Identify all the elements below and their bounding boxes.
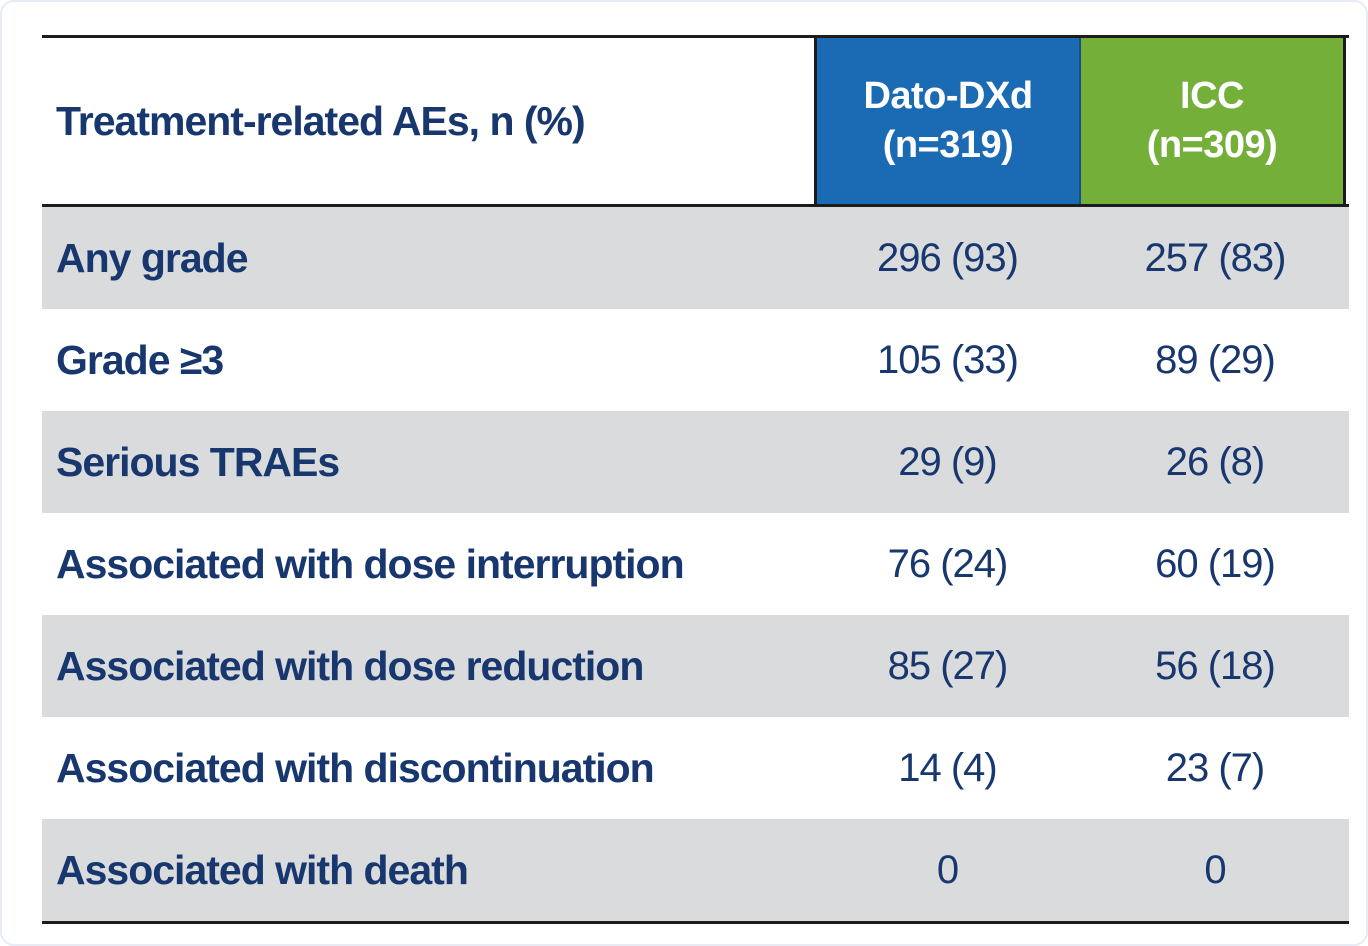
column-header-dato-dxd-name: Dato-DXd — [863, 74, 1033, 117]
icc-value: 23 (7) — [1165, 745, 1266, 790]
table-title-cell: Treatment-related AEs, n (%) — [42, 38, 814, 204]
table-row-grade-ge3: Grade ≥3 105 (33) 89 (29) — [42, 309, 1349, 411]
table-row-death: Associated with death 0 0 — [42, 819, 1349, 921]
row-label: Serious TRAEs — [56, 438, 340, 485]
row-label: Any grade — [56, 234, 249, 281]
table-body: Any grade 296 (93) 257 (83) Grade ≥3 105… — [42, 207, 1349, 924]
dato-dxd-value: 296 (93) — [877, 235, 1019, 280]
icc-value: 26 (8) — [1165, 439, 1266, 484]
table-row-dose-reduction: Associated with dose reduction 85 (27) 5… — [42, 615, 1349, 717]
column-header-icc-name: ICC — [1180, 74, 1244, 117]
row-label: Associated with dose interruption — [56, 540, 685, 587]
column-header-icc-n: (n=309) — [1146, 124, 1278, 166]
icc-value: 0 — [1204, 847, 1226, 892]
dato-dxd-value: 0 — [936, 847, 959, 892]
dato-dxd-value: 105 (33) — [877, 337, 1019, 382]
row-label: Associated with death — [56, 846, 469, 893]
dato-dxd-value: 85 (27) — [887, 643, 1009, 688]
column-header-dato-dxd-n: (n=319) — [882, 124, 1014, 166]
table-row-serious-traes: Serious TRAEs 29 (9) 26 (8) — [42, 411, 1349, 513]
treatment-related-aes-table: Treatment-related AEs, n (%) Dato-DXd (n… — [42, 35, 1349, 924]
table-row-discontinuation: Associated with discontinuation 14 (4) 2… — [42, 717, 1349, 819]
icc-value: 56 (18) — [1155, 643, 1276, 688]
table-header-row: Treatment-related AEs, n (%) Dato-DXd (n… — [42, 35, 1349, 207]
row-label: Associated with dose reduction — [56, 642, 644, 689]
row-label: Grade ≥3 — [56, 336, 224, 383]
column-header-dato-dxd: Dato-DXd (n=319) — [814, 38, 1081, 204]
icc-value: 60 (19) — [1155, 541, 1276, 586]
dato-dxd-value: 76 (24) — [887, 541, 1009, 586]
row-label: Associated with discontinuation — [56, 744, 655, 791]
dato-dxd-value: 29 (9) — [898, 439, 998, 484]
table-row-dose-interruption: Associated with dose interruption 76 (24… — [42, 513, 1349, 615]
column-header-icc: ICC (n=309) — [1081, 38, 1346, 204]
icc-value: 257 (83) — [1144, 235, 1287, 280]
table-row-any-grade: Any grade 296 (93) 257 (83) — [42, 207, 1349, 309]
dato-dxd-value: 14 (4) — [898, 745, 998, 790]
icc-value: 89 (29) — [1155, 337, 1276, 382]
